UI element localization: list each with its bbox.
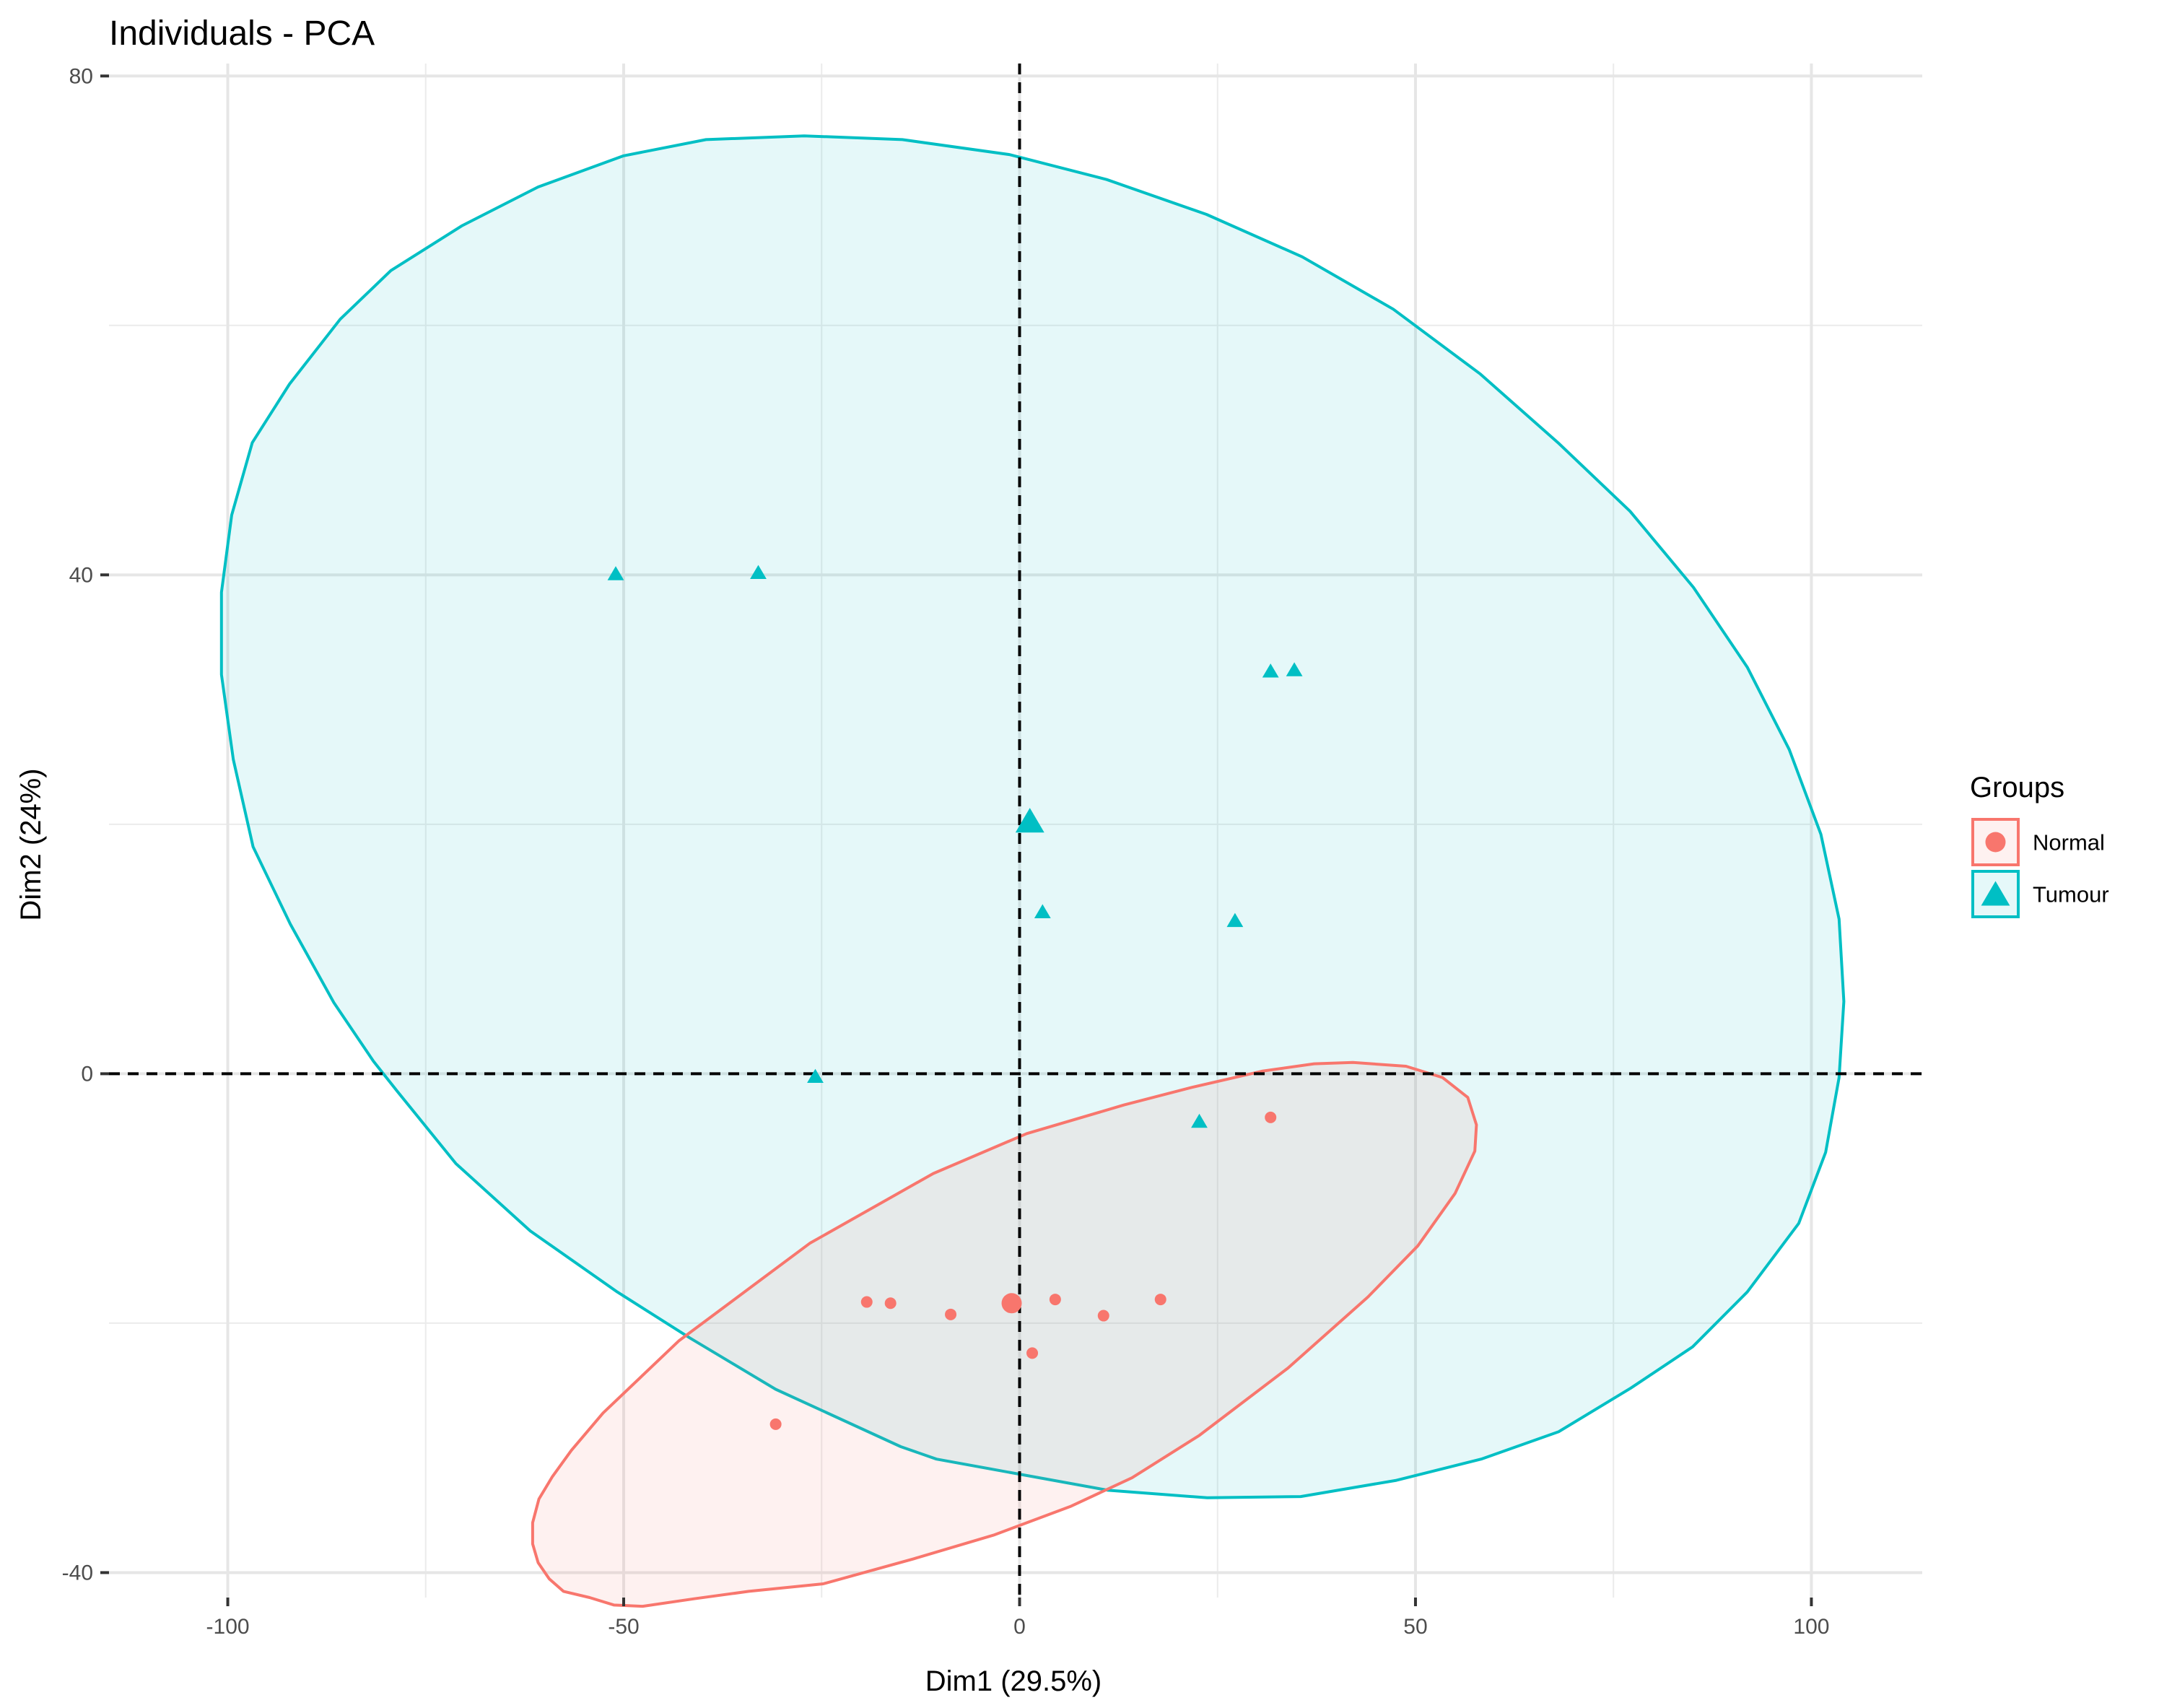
point-tumour bbox=[1286, 662, 1303, 676]
chart-title: Individuals - PCA bbox=[109, 14, 375, 53]
x-tick-label: 100 bbox=[1793, 1615, 1829, 1639]
x-axis-title: Dim1 (29.5%) bbox=[925, 1665, 1102, 1697]
legend: Groups Normal Tumour bbox=[1970, 772, 2109, 918]
y-tick-label: 0 bbox=[81, 1062, 93, 1086]
legend-item-tumour: Tumour bbox=[1971, 870, 2109, 918]
legend-key-normal bbox=[1971, 818, 2020, 866]
centroid-tumour bbox=[1015, 808, 1044, 833]
point-normal bbox=[1097, 1310, 1109, 1322]
point-normal bbox=[884, 1297, 897, 1310]
axes: -100 -50 0 50 100 -40 0 40 80 bbox=[62, 64, 1830, 1639]
legend-marker-normal bbox=[1985, 832, 2006, 853]
y-axis-title: Dim2 (24%) bbox=[15, 768, 47, 920]
data-points bbox=[607, 565, 1303, 1430]
point-normal bbox=[1154, 1294, 1166, 1306]
point-tumour bbox=[1226, 912, 1244, 928]
point-normal bbox=[860, 1296, 873, 1308]
x-tick-label: 50 bbox=[1403, 1615, 1427, 1639]
y-tick-label: 80 bbox=[69, 64, 93, 88]
point-tumour bbox=[1262, 663, 1279, 678]
point-tumour bbox=[1034, 904, 1051, 918]
confidence-ellipse-normal bbox=[531, 1060, 1478, 1608]
point-tumour bbox=[750, 565, 767, 579]
y-tick-label: -40 bbox=[62, 1561, 93, 1585]
point-normal bbox=[945, 1308, 957, 1320]
legend-item-normal: Normal bbox=[1971, 818, 2105, 866]
point-normal bbox=[1049, 1294, 1061, 1306]
point-normal bbox=[1265, 1111, 1277, 1123]
point-tumour bbox=[607, 566, 624, 580]
x-tick-label: -50 bbox=[608, 1615, 639, 1639]
legend-label-tumour: Tumour bbox=[2033, 882, 2109, 907]
point-tumour bbox=[1191, 1113, 1208, 1128]
point-normal bbox=[1026, 1347, 1039, 1359]
legend-marker-tumour bbox=[1981, 881, 2010, 906]
legend-label-normal: Normal bbox=[2033, 830, 2105, 855]
point-normal bbox=[769, 1418, 782, 1430]
legend-title: Groups bbox=[1970, 772, 2064, 803]
y-tick-label: 40 bbox=[69, 563, 93, 587]
x-tick-label: -100 bbox=[206, 1615, 250, 1639]
reference-lines bbox=[109, 64, 1922, 1598]
x-tick-label: 0 bbox=[1013, 1615, 1026, 1639]
centroid-normal bbox=[1001, 1293, 1022, 1314]
point-tumour bbox=[807, 1068, 824, 1083]
